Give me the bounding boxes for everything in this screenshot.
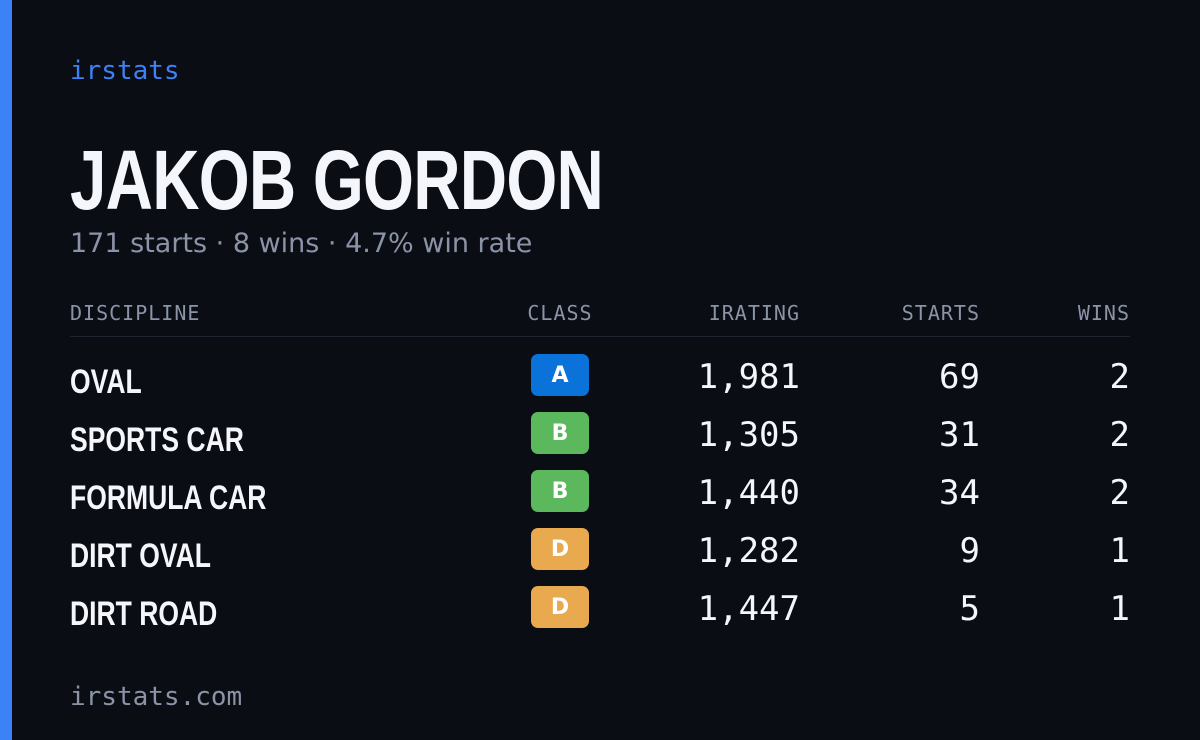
class-badge: D bbox=[531, 528, 589, 570]
column-header: DISCIPLINE bbox=[70, 301, 201, 325]
irating: 1,981 bbox=[697, 357, 800, 397]
subtitle: 171 starts · 8 wins · 4.7% win rate bbox=[70, 228, 533, 259]
column-header: IRATING bbox=[708, 301, 800, 325]
class-badge: B bbox=[531, 470, 589, 512]
irating: 1,440 bbox=[697, 473, 800, 513]
column-header: CLASS bbox=[527, 301, 593, 325]
class-badge: A bbox=[531, 354, 589, 396]
header-rule bbox=[70, 336, 1130, 337]
discipline: DIRT OVAL bbox=[70, 537, 211, 575]
wins: 2 bbox=[1109, 415, 1130, 455]
starts: 31 bbox=[939, 415, 980, 455]
footer: irstats.com bbox=[70, 682, 243, 712]
class-badge: B bbox=[531, 412, 589, 454]
irating: 1,447 bbox=[697, 589, 800, 629]
wins: 2 bbox=[1109, 473, 1130, 513]
wins: 1 bbox=[1109, 589, 1130, 629]
column-header: WINS bbox=[1077, 301, 1130, 325]
discipline: SPORTS CAR bbox=[70, 421, 244, 459]
starts: 5 bbox=[959, 589, 980, 629]
irating: 1,282 bbox=[697, 531, 800, 571]
wins: 2 bbox=[1109, 357, 1130, 397]
starts: 9 bbox=[959, 531, 980, 571]
starts: 69 bbox=[939, 357, 980, 397]
brand: irstats bbox=[70, 56, 180, 86]
accent-bar bbox=[0, 0, 12, 740]
class-badge: D bbox=[531, 586, 589, 628]
column-header: STARTS bbox=[901, 301, 980, 325]
irating: 1,305 bbox=[697, 415, 800, 455]
discipline: FORMULA CAR bbox=[70, 479, 267, 517]
discipline: OVAL bbox=[70, 363, 142, 401]
driver-name: JAKOB GORDON bbox=[70, 133, 604, 227]
starts: 34 bbox=[939, 473, 980, 513]
discipline: DIRT ROAD bbox=[70, 595, 218, 633]
wins: 1 bbox=[1109, 531, 1130, 571]
